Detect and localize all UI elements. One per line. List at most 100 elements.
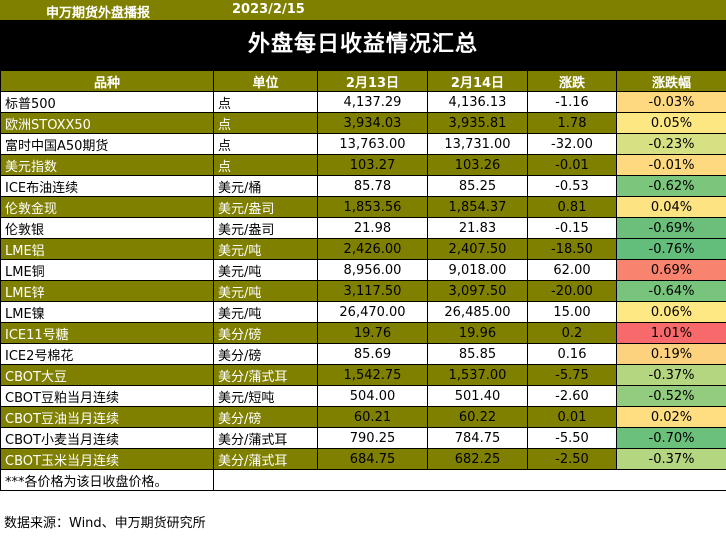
unit-cell: 美分/蒲式耳 <box>213 364 318 386</box>
price-change-pct: 0.19% <box>616 343 726 365</box>
commodity-name: LME镍 <box>0 301 214 323</box>
price-day2: 4,136.13 <box>427 91 528 113</box>
price-change: -0.15 <box>527 217 617 239</box>
price-change: 15.00 <box>527 301 617 323</box>
price-change-pct: -0.62% <box>616 175 726 197</box>
col-header-day1: 2月13日 <box>317 70 428 92</box>
commodity-name: 伦敦银 <box>0 217 214 239</box>
price-change-pct: -0.70% <box>616 427 726 449</box>
price-change: -1.16 <box>527 91 617 113</box>
price-day2: 1,854.37 <box>427 196 528 218</box>
price-day2: 13,731.00 <box>427 133 528 155</box>
price-day1: 21.98 <box>317 217 428 239</box>
price-day1: 4,137.29 <box>317 91 428 113</box>
table-row: ICE11号糖 美分/磅 19.76 19.96 0.2 1.01% <box>0 322 726 344</box>
commodity-name: 欧洲STOXX50 <box>0 112 214 134</box>
price-day2: 60.22 <box>427 406 528 428</box>
price-day2: 21.83 <box>427 217 528 239</box>
commodity-name: LME铝 <box>0 238 214 260</box>
commodity-name: 伦敦金现 <box>0 196 214 218</box>
price-day1: 8,956.00 <box>317 259 428 281</box>
price-day2: 501.40 <box>427 385 528 407</box>
price-day2: 1,537.00 <box>427 364 528 386</box>
price-change: -32.00 <box>527 133 617 155</box>
price-change-pct: 0.06% <box>616 301 726 323</box>
note-row: ***各价格为该日收盘价格。 <box>0 469 726 491</box>
table-row: CBOT大豆 美分/蒲式耳 1,542.75 1,537.00 -5.75 -0.37% <box>0 364 726 386</box>
data-source: 数据来源：Wind、申万期货研究所 <box>4 516 206 531</box>
unit-cell: 美分/磅 <box>213 406 318 428</box>
unit-cell: 点 <box>213 154 318 176</box>
price-day1: 3,934.03 <box>317 112 428 134</box>
price-change: 1.78 <box>527 112 617 134</box>
price-day2: 682.25 <box>427 448 528 470</box>
price-day1: 1,853.56 <box>317 196 428 218</box>
unit-cell: 美分/磅 <box>213 343 318 365</box>
table-row: LME铜 美元/吨 8,956.00 9,018.00 62.00 0.69% <box>0 259 726 281</box>
price-day2: 9,018.00 <box>427 259 528 281</box>
price-day2: 19.96 <box>427 322 528 344</box>
price-change-pct: -0.03% <box>616 91 726 113</box>
table-row: ICE2号棉花 美分/磅 85.69 85.85 0.16 0.19% <box>0 343 726 365</box>
top-bar: 申万期货外盘播报 2023/2/15 <box>0 0 726 21</box>
price-change: -20.00 <box>527 280 617 302</box>
price-note: ***各价格为该日收盘价格。 <box>0 469 214 491</box>
col-header-change-pct: 涨跌幅 <box>616 70 726 92</box>
price-day1: 13,763.00 <box>317 133 428 155</box>
unit-cell: 美元/盎司 <box>213 217 318 239</box>
commodity-name: 富时中国A50期货 <box>0 133 214 155</box>
table-row: CBOT豆粕当月连续 美元/短吨 504.00 501.40 -2.60 -0.52% <box>0 385 726 407</box>
unit-cell: 美元/盎司 <box>213 196 318 218</box>
table-row: 标普500 点 4,137.29 4,136.13 -1.16 -0.03% <box>0 91 726 113</box>
commodity-name: CBOT玉米当月连续 <box>0 448 214 470</box>
price-change: 0.16 <box>527 343 617 365</box>
price-change-pct: 0.02% <box>616 406 726 428</box>
price-day2: 26,485.00 <box>427 301 528 323</box>
unit-cell: 美元/吨 <box>213 259 318 281</box>
price-day1: 3,117.50 <box>317 280 428 302</box>
price-day1: 85.69 <box>317 343 428 365</box>
commodity-name: CBOT豆粕当月连续 <box>0 385 214 407</box>
price-change-pct: -0.01% <box>616 154 726 176</box>
unit-cell: 点 <box>213 133 318 155</box>
price-day2: 85.25 <box>427 175 528 197</box>
unit-cell: 美元/桶 <box>213 175 318 197</box>
price-day1: 19.76 <box>317 322 428 344</box>
table-row: CBOT豆油当月连续 美分/磅 60.21 60.22 0.01 0.02% <box>0 406 726 428</box>
price-change-pct: 0.04% <box>616 196 726 218</box>
price-day1: 684.75 <box>317 448 428 470</box>
price-change: 0.2 <box>527 322 617 344</box>
price-day2: 3,935.81 <box>427 112 528 134</box>
unit-cell: 美元/吨 <box>213 238 318 260</box>
price-change: -0.53 <box>527 175 617 197</box>
col-header-unit: 单位 <box>213 70 318 92</box>
price-change: -2.60 <box>527 385 617 407</box>
table-header-row: 品种 单位 2月13日 2月14日 涨跌 涨跌幅 <box>0 70 726 92</box>
unit-cell: 美元/短吨 <box>213 385 318 407</box>
brand-title: 申万期货外盘播报 <box>46 6 151 21</box>
unit-cell: 美分/蒲式耳 <box>213 427 318 449</box>
price-change-pct: -0.23% <box>616 133 726 155</box>
table-row: 美元指数点 103.27 103.26 -0.01 -0.01% <box>0 154 726 176</box>
price-change: 0.81 <box>527 196 617 218</box>
price-change: -18.50 <box>527 238 617 260</box>
table-row: 欧洲STOXX50 点 3,934.03 3,935.81 1.78 0.05% <box>0 112 726 134</box>
price-day2: 3,097.50 <box>427 280 528 302</box>
price-day2: 2,407.50 <box>427 238 528 260</box>
price-day2: 784.75 <box>427 427 528 449</box>
unit-cell: 点 <box>213 91 318 113</box>
price-day1: 85.78 <box>317 175 428 197</box>
price-day2: 85.85 <box>427 343 528 365</box>
table-row: 伦敦银 美元/盎司 21.98 21.83 -0.15 -0.69% <box>0 217 726 239</box>
price-day1: 1,542.75 <box>317 364 428 386</box>
unit-cell: 美元/吨 <box>213 280 318 302</box>
price-change: 0.01 <box>527 406 617 428</box>
page-title: 外盘每日收益情况汇总 <box>0 20 726 70</box>
table-row: 富时中国A50期货点 13,763.00 13,731.00 -32.00 -0.23% <box>0 133 726 155</box>
price-change: -5.50 <box>527 427 617 449</box>
commodity-name: ICE11号糖 <box>0 322 214 344</box>
col-header-change: 涨跌 <box>527 70 617 92</box>
unit-cell: 美元/吨 <box>213 301 318 323</box>
col-header-day2: 2月14日 <box>427 70 528 92</box>
